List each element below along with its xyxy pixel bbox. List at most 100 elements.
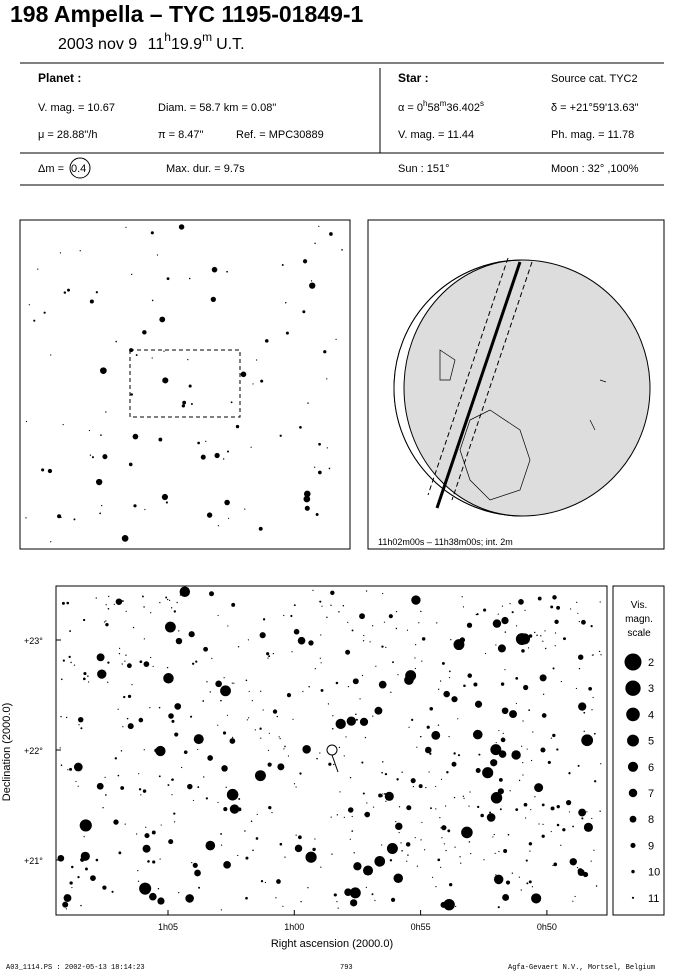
star [283,748,285,750]
star [175,637,183,645]
star [532,731,534,733]
scale-dot [628,788,638,798]
star [275,897,277,899]
star [315,512,319,516]
star [226,788,239,801]
star [126,717,129,720]
star [364,811,371,818]
star [389,859,393,862]
star [131,684,133,686]
star [159,316,166,323]
star [515,676,519,680]
star [495,741,497,744]
scale-label: 2 [648,657,654,669]
star [268,805,272,810]
star [441,661,445,665]
star [255,837,259,840]
star [202,700,205,702]
star [95,478,103,486]
star [374,855,386,867]
star [335,681,339,685]
star [331,727,334,730]
star [124,823,126,825]
star [59,747,61,749]
star [197,441,200,445]
star [536,634,538,637]
star [198,886,201,889]
scale-dot [627,734,639,747]
star [118,647,121,650]
star [195,660,198,663]
star [162,377,169,384]
frame [367,219,665,550]
star [493,874,504,885]
star [105,411,107,413]
x-tick-label: 0h55 [411,922,431,932]
star [528,842,533,846]
star [302,745,311,754]
star [130,273,133,276]
star-source: Source cat. TYC2 [551,73,638,85]
star [593,732,596,735]
star [350,899,358,907]
star [405,842,411,847]
star [523,684,529,691]
star [70,661,72,664]
star [455,905,457,908]
star [104,776,106,779]
star [77,785,79,787]
star [372,715,374,717]
star [66,601,70,605]
zoom-box [129,349,241,418]
star [25,517,27,519]
star [577,868,583,874]
title: 198 Ampella – TYC 1195-01849-1 [10,1,364,27]
star [57,514,62,519]
star [443,843,445,845]
star [531,893,542,904]
star [108,595,110,598]
star [426,725,430,729]
star [71,886,73,889]
star [227,625,229,627]
star [96,653,105,662]
path-limit [451,261,533,501]
star [297,636,306,645]
star [583,730,585,733]
star [80,851,90,861]
star [528,634,533,638]
star [166,666,169,669]
star [260,690,262,692]
star [245,856,249,860]
star [475,614,477,616]
star [82,618,86,622]
star [421,637,426,641]
star [362,640,365,642]
star [320,866,322,868]
star [504,631,507,633]
star [515,702,517,705]
star [330,816,332,818]
star [77,875,80,879]
star [197,786,200,788]
star [390,897,396,902]
star [396,778,399,781]
star [339,791,341,793]
star [540,747,546,753]
star [428,771,430,773]
star [523,802,528,807]
star [149,707,151,709]
star [338,611,340,613]
star-field [19,219,351,550]
y-tick-label: +21° [24,856,43,866]
star [226,714,229,716]
star [347,621,349,623]
x-label: Right ascension (2000.0) [271,938,393,950]
star [271,811,273,814]
star [268,655,271,658]
star [355,713,357,715]
star [220,909,222,911]
star [446,771,449,774]
star [144,833,150,839]
star [556,748,559,751]
